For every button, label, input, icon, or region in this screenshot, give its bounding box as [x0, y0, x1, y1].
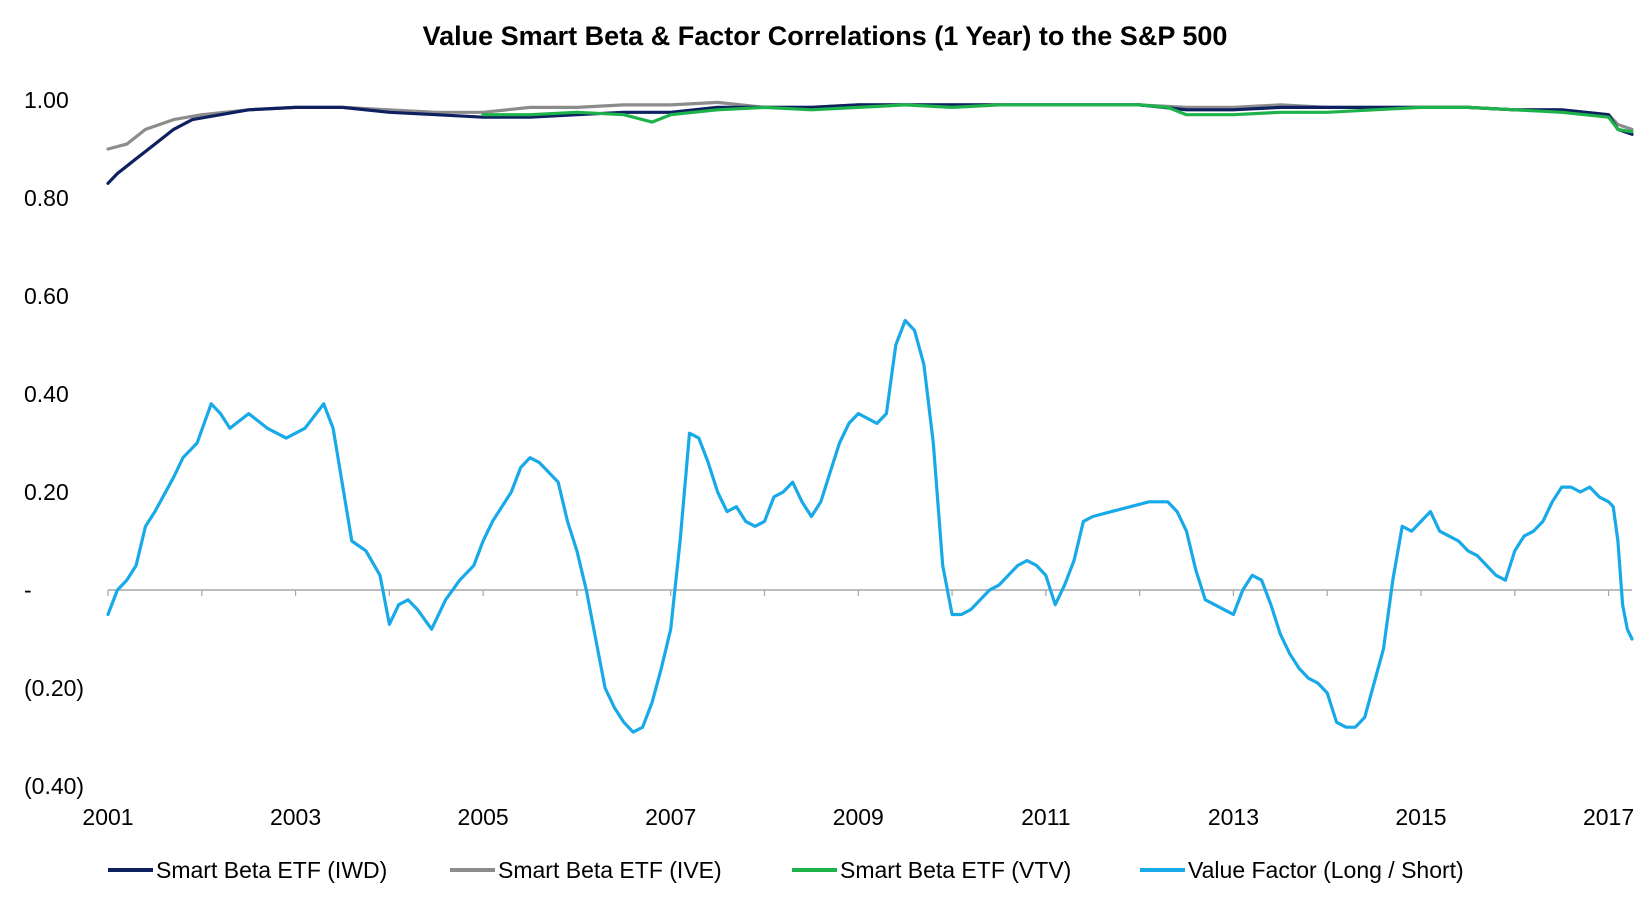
series-line-0 — [106, 103, 1634, 185]
y-tick-label: 0.80 — [24, 185, 69, 211]
series-line-2 — [481, 103, 1634, 134]
y-tick-label: 1.00 — [24, 87, 69, 113]
y-axis-ticks: (0.40) (0.20) - 0.20 0.40 0.60 0.80 1.00 — [24, 87, 84, 799]
x-tick-label: 2009 — [833, 804, 884, 830]
legend: Smart Beta ETF (IWD) Smart Beta ETF (IVE)… — [108, 857, 1464, 883]
y-tick-label: 0.40 — [24, 381, 69, 407]
x-tick-label: 2007 — [645, 804, 696, 830]
x-tick-label: 2015 — [1395, 804, 1446, 830]
y-tick-label: (0.20) — [24, 675, 84, 701]
legend-label: Value Factor (Long / Short) — [1188, 857, 1464, 883]
y-tick-label: (0.40) — [24, 773, 84, 799]
x-tick-label: 2011 — [1021, 804, 1070, 830]
legend-label: Smart Beta ETF (IVE) — [498, 857, 722, 883]
x-tick-label: 2005 — [458, 804, 509, 830]
plot-lines — [106, 100, 1634, 734]
x-tick-label: 2017 — [1583, 804, 1634, 830]
series-line-3 — [106, 318, 1634, 734]
legend-label: Smart Beta ETF (VTV) — [840, 857, 1071, 883]
y-tick-label: 0.60 — [24, 283, 69, 309]
x-axis-ticks: 2001 2003 2005 2007 2009 2011 2013 2015 2017 — [82, 804, 1634, 830]
zero-axis — [107, 589, 1632, 596]
y-tick-label: - — [24, 577, 32, 603]
x-tick-label: 2013 — [1208, 804, 1259, 830]
x-tick-label: 2001 — [82, 804, 133, 830]
x-tick-label: 2003 — [270, 804, 321, 830]
legend-label: Smart Beta ETF (IWD) — [156, 857, 387, 883]
y-tick-label: 0.20 — [24, 479, 69, 505]
chart-title: Value Smart Beta & Factor Correlations (… — [423, 21, 1228, 51]
